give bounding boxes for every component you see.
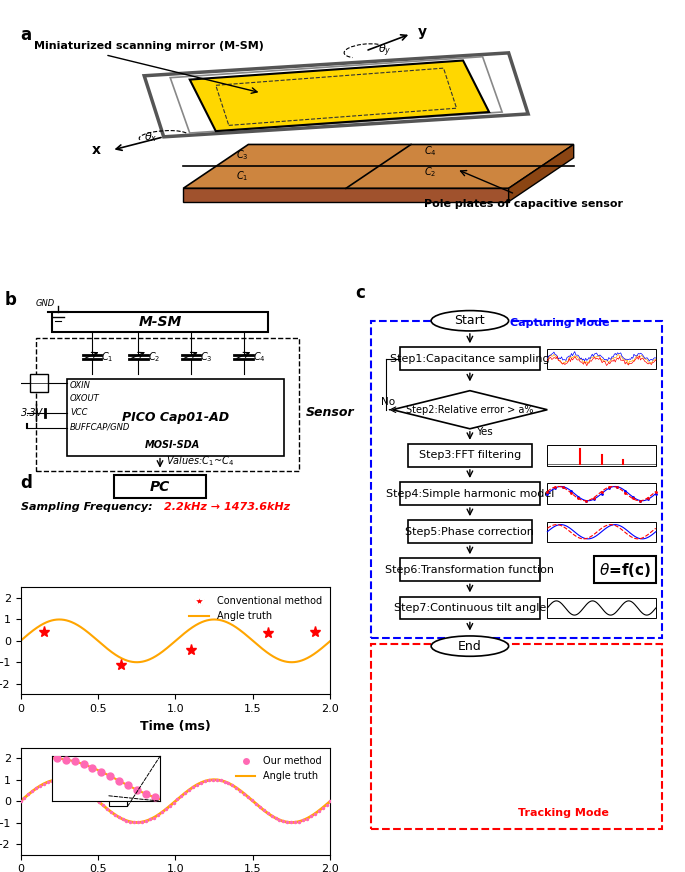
Text: 3.3V: 3.3V (21, 408, 42, 418)
Text: $C_4$: $C_4$ (424, 144, 437, 158)
Text: Capturing Mode: Capturing Mode (510, 317, 610, 328)
Text: Step3:FFT filtering: Step3:FFT filtering (419, 451, 521, 460)
Text: Step5:Phase correction: Step5:Phase correction (406, 527, 534, 537)
Bar (408, 521, 532, 543)
Text: Step1:Capacitance sampling: Step1:Capacitance sampling (390, 354, 549, 364)
Text: $C_1$: $C_1$ (236, 169, 248, 182)
Text: Step2:Relative error > a%: Step2:Relative error > a% (406, 405, 534, 415)
Polygon shape (184, 188, 508, 201)
Text: $C_3$: $C_3$ (200, 351, 213, 364)
Polygon shape (184, 145, 573, 188)
Polygon shape (393, 391, 547, 429)
Ellipse shape (431, 636, 508, 657)
Bar (547, 446, 656, 466)
Bar (408, 444, 532, 467)
Legend: Conventional method, Angle truth: Conventional method, Angle truth (186, 592, 325, 625)
Text: $C_3$: $C_3$ (236, 148, 248, 161)
Text: PICO Cap01-AD: PICO Cap01-AD (122, 411, 229, 424)
X-axis label: Time (ms): Time (ms) (140, 719, 211, 732)
Bar (547, 483, 656, 504)
Legend: Our method, Angle truth: Our method, Angle truth (232, 753, 325, 785)
Text: No: No (381, 397, 395, 406)
Bar (400, 347, 540, 371)
Text: Sampling Frequency:: Sampling Frequency: (21, 502, 152, 512)
Text: Pole plates of capacitive sensor: Pole plates of capacitive sensor (424, 200, 623, 209)
Text: OXOUT: OXOUT (70, 394, 100, 404)
Bar (400, 596, 540, 619)
Bar (547, 598, 656, 618)
Text: Miniaturized scanning mirror (M-SM): Miniaturized scanning mirror (M-SM) (34, 41, 264, 51)
Bar (400, 558, 540, 582)
Text: c: c (356, 284, 365, 303)
Text: Step4:Simple harmonic model: Step4:Simple harmonic model (386, 488, 554, 499)
Text: End: End (458, 640, 482, 652)
FancyBboxPatch shape (67, 378, 284, 456)
Text: $C_4$: $C_4$ (253, 351, 266, 364)
Text: $C_2$: $C_2$ (147, 351, 160, 364)
Text: y: y (417, 24, 427, 38)
Text: 2.2kHz → 1473.6kHz: 2.2kHz → 1473.6kHz (164, 502, 290, 512)
Text: d: d (21, 474, 32, 493)
Polygon shape (190, 60, 489, 131)
Text: Sensor: Sensor (306, 406, 354, 419)
Text: BUFFCAP/GND: BUFFCAP/GND (70, 422, 131, 432)
Text: $C_2$: $C_2$ (424, 165, 437, 179)
FancyBboxPatch shape (114, 475, 206, 499)
Bar (547, 349, 656, 369)
Bar (30, 374, 49, 392)
Bar (547, 521, 656, 542)
Text: $\theta_x$: $\theta_x$ (144, 131, 158, 145)
Text: b: b (5, 291, 17, 309)
Text: Step7:Continuous tilt angle: Step7:Continuous tilt angle (394, 603, 546, 613)
Text: Step6:Transformation function: Step6:Transformation function (386, 565, 554, 575)
Text: Values:$C_1$~$C_4$: Values:$C_1$~$C_4$ (166, 454, 234, 468)
Text: Tracking Mode: Tracking Mode (519, 808, 610, 819)
Polygon shape (508, 145, 573, 201)
Text: Yes: Yes (476, 427, 493, 437)
Text: x: x (92, 143, 101, 157)
Text: MOSI-SDA: MOSI-SDA (145, 440, 200, 450)
Text: VCC: VCC (70, 408, 88, 418)
Bar (400, 482, 540, 505)
Bar (109, 796, 127, 807)
Text: a: a (21, 26, 32, 44)
Text: $\theta$=f(c): $\theta$=f(c) (599, 561, 651, 579)
Ellipse shape (431, 310, 508, 331)
Text: GND: GND (36, 299, 55, 308)
Text: OXIN: OXIN (70, 380, 91, 390)
Text: M-SM: M-SM (138, 315, 182, 329)
Text: PC: PC (150, 480, 170, 494)
FancyBboxPatch shape (51, 312, 269, 331)
Text: $\theta_y$: $\theta_y$ (378, 42, 392, 58)
Text: Start: Start (455, 314, 485, 327)
Text: $C_1$: $C_1$ (101, 351, 114, 364)
